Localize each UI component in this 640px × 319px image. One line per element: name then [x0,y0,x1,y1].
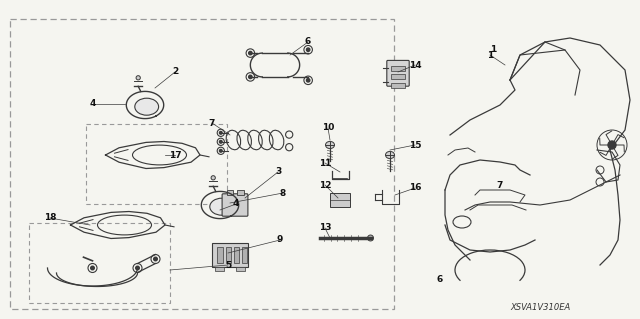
Bar [227,190,234,195]
Bar [391,83,405,88]
Text: 16: 16 [409,183,421,192]
Circle shape [91,266,94,270]
Circle shape [249,75,252,78]
Text: 8: 8 [280,189,286,197]
Bar [212,243,248,267]
Text: 6: 6 [305,38,311,47]
Text: 14: 14 [409,61,421,70]
Circle shape [136,266,140,270]
Text: 15: 15 [409,140,421,150]
Text: 7: 7 [209,118,215,128]
Text: 4: 4 [233,199,239,209]
Circle shape [220,140,222,143]
Text: 4: 4 [90,100,96,108]
Circle shape [220,149,222,152]
Bar [10,19,394,309]
Text: 17: 17 [169,151,181,160]
Bar [391,66,405,71]
Bar [218,247,223,263]
Text: 5: 5 [225,261,231,270]
Ellipse shape [136,76,140,80]
Bar [225,247,231,263]
Ellipse shape [385,152,394,159]
Text: 12: 12 [319,181,332,189]
Text: 18: 18 [44,213,56,222]
Text: 2: 2 [172,68,178,77]
FancyBboxPatch shape [387,60,409,86]
Bar [242,247,247,263]
Text: 3: 3 [275,167,281,176]
Bar [330,193,350,207]
Bar [236,267,245,271]
Ellipse shape [326,141,335,149]
Ellipse shape [210,198,234,215]
Text: 1: 1 [487,50,493,60]
Circle shape [608,141,616,149]
Text: 13: 13 [319,224,332,233]
Bar [237,190,243,195]
Circle shape [220,131,222,134]
Circle shape [249,51,252,55]
Ellipse shape [135,98,159,115]
Text: 10: 10 [322,123,334,132]
Circle shape [307,78,310,82]
Circle shape [307,48,310,51]
Bar [86,124,227,204]
Text: 1: 1 [490,45,496,54]
Ellipse shape [367,235,374,241]
Bar [29,223,170,303]
Text: 6: 6 [437,276,443,285]
Bar [234,247,239,263]
Bar [214,267,224,271]
Text: XSVA1V310EA: XSVA1V310EA [510,302,570,311]
Bar [391,74,405,79]
Text: 9: 9 [277,235,283,244]
Text: 11: 11 [319,159,332,167]
Ellipse shape [211,176,215,180]
Text: 7: 7 [497,181,503,189]
Circle shape [154,257,157,261]
FancyBboxPatch shape [222,194,248,216]
